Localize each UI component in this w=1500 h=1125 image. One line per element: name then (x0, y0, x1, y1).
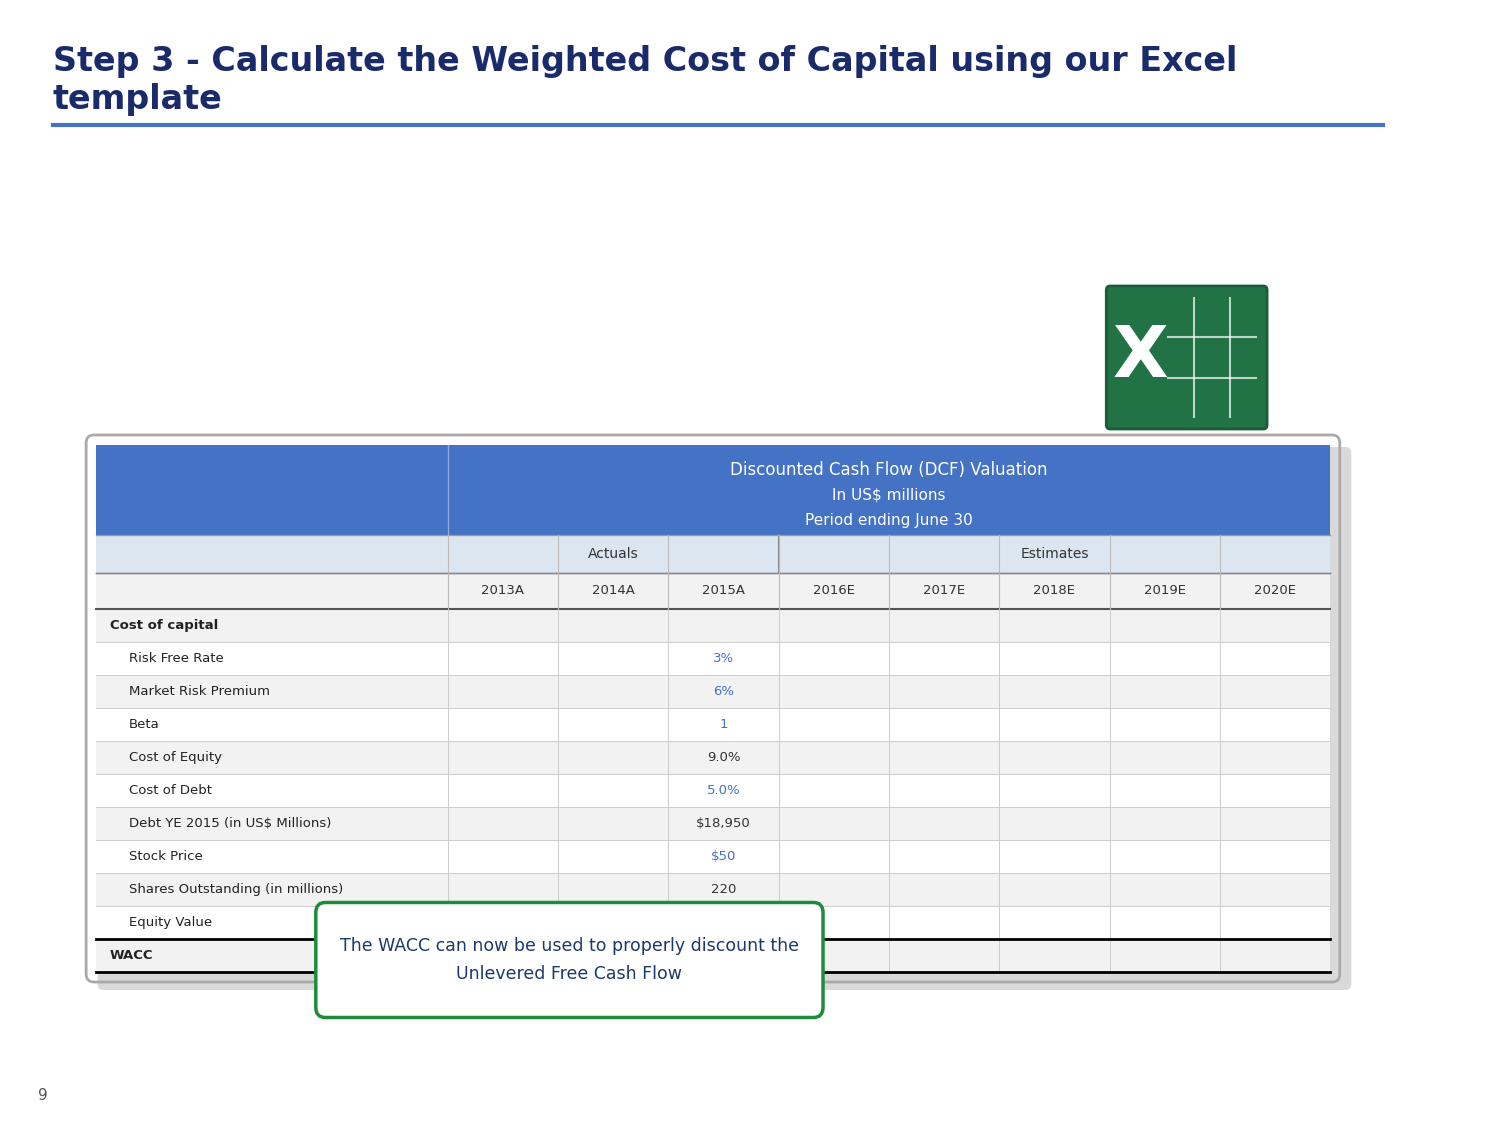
Text: 9: 9 (39, 1088, 48, 1102)
FancyBboxPatch shape (96, 675, 1330, 708)
Text: 5.0%: 5.0% (706, 784, 740, 796)
Text: 1: 1 (718, 718, 728, 731)
Text: Beta: Beta (129, 718, 160, 731)
Text: 9.0%: 9.0% (706, 752, 740, 764)
FancyBboxPatch shape (96, 536, 1330, 573)
FancyBboxPatch shape (96, 840, 1330, 873)
FancyBboxPatch shape (96, 873, 1330, 906)
Text: 3%: 3% (712, 652, 734, 665)
Text: The WACC can now be used to properly discount the
Unlevered Free Cash Flow: The WACC can now be used to properly dis… (340, 937, 800, 983)
Text: $18,950: $18,950 (696, 817, 752, 830)
FancyBboxPatch shape (96, 906, 1330, 939)
FancyBboxPatch shape (96, 939, 1330, 972)
Text: Cost of Equity: Cost of Equity (129, 752, 222, 764)
Text: $50: $50 (711, 850, 736, 863)
FancyBboxPatch shape (96, 446, 1330, 536)
Text: Period ending June 30: Period ending June 30 (806, 513, 974, 528)
Text: Estimates: Estimates (1020, 547, 1089, 561)
Text: 2015A: 2015A (702, 585, 746, 597)
Text: Actuals: Actuals (588, 547, 639, 561)
Text: template: template (53, 83, 222, 116)
FancyBboxPatch shape (96, 741, 1330, 774)
Text: 2018E: 2018E (1034, 585, 1076, 597)
Text: 2014A: 2014A (591, 585, 634, 597)
Text: 2020E: 2020E (1254, 585, 1296, 597)
Text: Stock Price: Stock Price (129, 850, 203, 863)
Text: Shares Outstanding (in millions): Shares Outstanding (in millions) (129, 883, 344, 896)
FancyBboxPatch shape (96, 573, 1330, 609)
FancyBboxPatch shape (96, 609, 1330, 642)
FancyBboxPatch shape (316, 902, 824, 1017)
FancyBboxPatch shape (96, 642, 1330, 675)
Text: Risk Free Rate: Risk Free Rate (129, 652, 224, 665)
Text: 220: 220 (711, 883, 736, 896)
FancyBboxPatch shape (96, 774, 1330, 807)
Text: 6%: 6% (712, 685, 734, 698)
Text: WACC: WACC (110, 950, 153, 962)
Text: X: X (1113, 323, 1168, 392)
Text: In US$ millions: In US$ millions (833, 488, 945, 503)
FancyBboxPatch shape (98, 447, 1352, 990)
Text: Cost of Debt: Cost of Debt (129, 784, 212, 796)
Text: Market Risk Premium: Market Risk Premium (129, 685, 270, 698)
Text: Discounted Cash Flow (DCF) Valuation: Discounted Cash Flow (DCF) Valuation (730, 461, 1047, 479)
Text: 2019E: 2019E (1143, 585, 1185, 597)
Text: 2013A: 2013A (482, 585, 524, 597)
FancyBboxPatch shape (96, 807, 1330, 840)
Text: Equity Value: Equity Value (129, 916, 213, 929)
Text: 2017E: 2017E (922, 585, 964, 597)
Text: Debt YE 2015 (in US$ Millions): Debt YE 2015 (in US$ Millions) (129, 817, 332, 830)
Text: Cost of capital: Cost of capital (110, 619, 219, 632)
FancyBboxPatch shape (1107, 286, 1268, 429)
Text: $11,000: $11,000 (696, 916, 752, 929)
Text: 2016E: 2016E (813, 585, 855, 597)
Text: 4.4%: 4.4% (706, 950, 740, 962)
FancyBboxPatch shape (96, 708, 1330, 741)
Text: Step 3 - Calculate the Weighted Cost of Capital using our Excel: Step 3 - Calculate the Weighted Cost of … (53, 45, 1238, 78)
